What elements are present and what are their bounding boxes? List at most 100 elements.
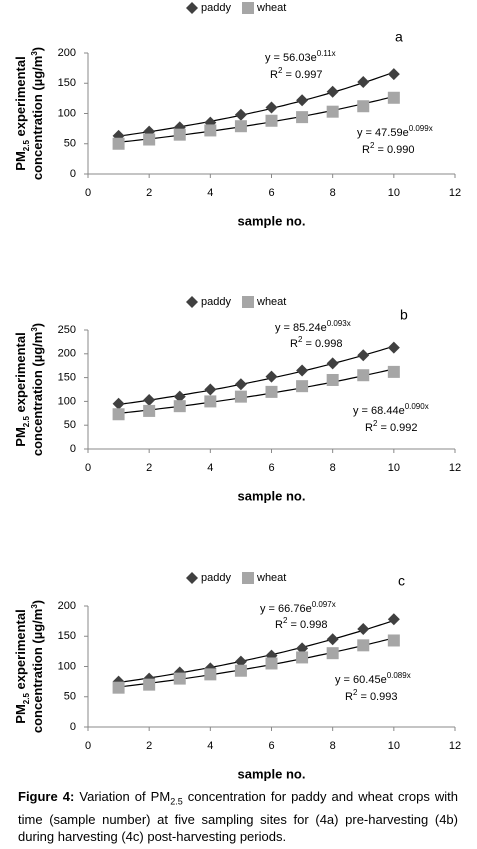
y-axis-title-part: concentration (µg/m bbox=[30, 609, 45, 734]
point bbox=[234, 378, 247, 391]
point bbox=[234, 120, 247, 133]
point bbox=[326, 633, 339, 646]
y-tick-label: 100 bbox=[58, 107, 76, 119]
equation-part: y = 56.03e bbox=[265, 52, 317, 64]
legend-label: wheat bbox=[256, 296, 286, 308]
r-squared-part: R bbox=[365, 422, 373, 434]
point bbox=[143, 393, 156, 406]
y-axis-title-part: ) bbox=[30, 323, 45, 327]
equation-part: y = 60.45e bbox=[335, 674, 387, 686]
point bbox=[265, 657, 278, 670]
point bbox=[326, 647, 339, 660]
point bbox=[265, 385, 278, 398]
y-axis-title-part: concentration (µg/m bbox=[30, 332, 45, 457]
legend-label: paddy bbox=[201, 572, 231, 584]
r-squared-part: R bbox=[345, 691, 353, 703]
caption-label: Figure 4: bbox=[18, 789, 75, 804]
x-tick-label: 8 bbox=[330, 462, 336, 474]
point bbox=[143, 678, 156, 691]
y-tick-label: 150 bbox=[58, 77, 76, 89]
legend-label: wheat bbox=[256, 2, 286, 14]
y-axis-title-part: PM bbox=[13, 427, 28, 447]
y-axis-title-part: experimental bbox=[13, 609, 28, 693]
point bbox=[357, 369, 370, 382]
x-tick-label: 0 bbox=[85, 187, 91, 199]
point bbox=[387, 613, 400, 626]
y-tick-label: 0 bbox=[70, 168, 76, 180]
point bbox=[234, 664, 247, 677]
point bbox=[357, 622, 370, 635]
r-squared: R2 = 0.990 bbox=[362, 141, 414, 156]
point bbox=[112, 137, 125, 150]
x-axis-title: sample no. bbox=[238, 213, 306, 228]
caption-text: concentration for paddy and wheat crops … bbox=[18, 789, 458, 844]
x-tick-label: 6 bbox=[268, 462, 274, 474]
y-tick-label: 150 bbox=[58, 372, 76, 384]
legend-label: wheat bbox=[256, 572, 286, 584]
panel-label: a bbox=[395, 29, 403, 45]
point bbox=[387, 365, 400, 378]
y-axis-title: concentration (µg/m3) bbox=[30, 323, 46, 456]
y-axis-title-part: 3 bbox=[30, 604, 39, 609]
panel-label: c bbox=[398, 573, 405, 589]
y-tick-label: 0 bbox=[70, 721, 76, 733]
y-tick-label: 200 bbox=[58, 600, 76, 612]
x-tick-label: 0 bbox=[85, 740, 91, 752]
caption-text: Variation of PM bbox=[74, 789, 171, 804]
y-axis-title-part: experimental bbox=[13, 56, 28, 140]
r-squared-sup: 2 bbox=[370, 141, 375, 150]
x-axis-title: sample no. bbox=[238, 766, 306, 781]
equation: y = 66.76e0.097x bbox=[260, 600, 336, 615]
y-axis-title-part: PM bbox=[13, 151, 28, 171]
y-axis-title-part: 2.5 bbox=[22, 416, 31, 428]
point bbox=[357, 76, 370, 89]
equation-part: y = 68.44e bbox=[353, 405, 405, 417]
point bbox=[112, 408, 125, 421]
r-squared-sup: 2 bbox=[283, 616, 288, 625]
x-axis-title: sample no. bbox=[238, 488, 306, 503]
y-tick-label: 0 bbox=[70, 443, 76, 455]
equation-part: y = 85.24e bbox=[275, 322, 327, 334]
r-squared-part: = 0.993 bbox=[357, 691, 397, 703]
point bbox=[387, 634, 400, 647]
r-squared: R2 = 0.993 bbox=[345, 688, 397, 703]
point bbox=[112, 397, 125, 410]
point bbox=[326, 85, 339, 98]
point bbox=[242, 296, 254, 308]
r-squared-part: R bbox=[270, 69, 278, 81]
trendline bbox=[118, 637, 394, 688]
y-axis-title: PM2.5 experimental bbox=[13, 332, 30, 446]
point bbox=[143, 404, 156, 417]
x-tick-label: 10 bbox=[388, 187, 400, 199]
legend-label: paddy bbox=[201, 2, 231, 14]
point bbox=[234, 108, 247, 121]
r-squared-sup: 2 bbox=[373, 419, 378, 428]
r-squared-sup: 2 bbox=[278, 66, 283, 75]
y-axis-title-part: ) bbox=[30, 47, 45, 51]
point bbox=[357, 349, 370, 362]
equation-part: y = 66.76e bbox=[260, 603, 312, 615]
y-tick-label: 100 bbox=[58, 660, 76, 672]
r-squared-part: = 0.990 bbox=[374, 144, 414, 156]
point bbox=[387, 341, 400, 354]
point bbox=[234, 390, 247, 403]
point bbox=[173, 400, 186, 413]
trendline bbox=[118, 95, 394, 143]
r-squared-sup: 2 bbox=[298, 335, 303, 344]
point bbox=[265, 114, 278, 127]
point bbox=[143, 133, 156, 146]
y-tick-label: 50 bbox=[64, 691, 76, 703]
point bbox=[173, 128, 186, 141]
y-axis-title-part: concentration (µg/m bbox=[30, 56, 45, 181]
point bbox=[326, 357, 339, 370]
point bbox=[296, 364, 309, 377]
y-tick-label: 50 bbox=[64, 419, 76, 431]
r-squared: R2 = 0.998 bbox=[290, 335, 342, 350]
r-squared-part: = 0.998 bbox=[287, 619, 327, 631]
point bbox=[204, 383, 217, 396]
point bbox=[186, 296, 198, 308]
r-squared-part: R bbox=[362, 144, 370, 156]
x-tick-label: 2 bbox=[146, 462, 152, 474]
trendline bbox=[118, 71, 395, 137]
